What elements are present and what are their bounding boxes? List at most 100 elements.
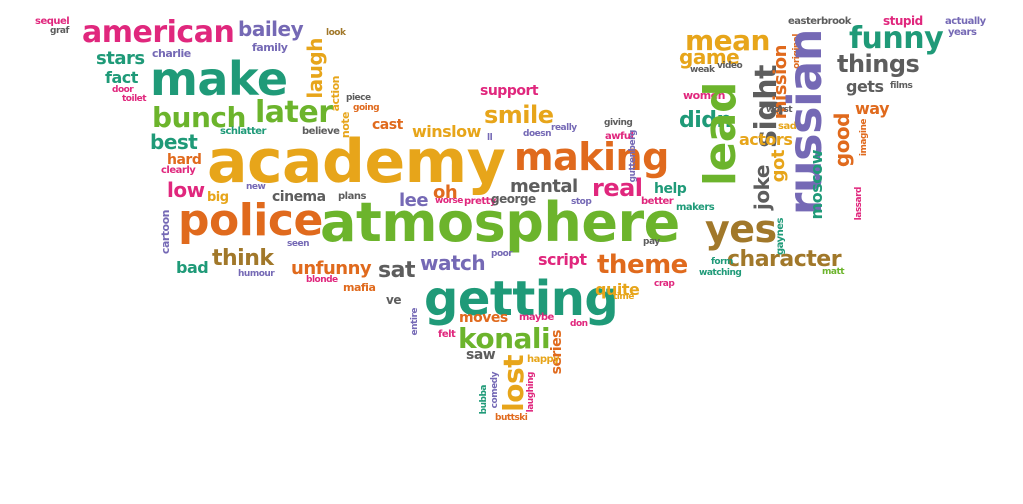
- cloud-word-getting: getting: [424, 271, 619, 327]
- cloud-word-character: character: [727, 247, 842, 272]
- cloud-word-seen: seen: [287, 239, 309, 249]
- cloud-word-imagine: imagine: [859, 119, 869, 157]
- cloud-word-didn: didn: [679, 108, 732, 133]
- cloud-word-think: think: [212, 246, 274, 271]
- cloud-word-lassard: lassard: [854, 187, 864, 221]
- cloud-word-bailey: bailey: [238, 17, 304, 41]
- cloud-word-matt: matt: [822, 267, 845, 277]
- cloud-word-cast: cast: [372, 117, 403, 133]
- cloud-word-academy: academy: [207, 127, 506, 197]
- cloud-word-pretty: pretty: [464, 196, 496, 207]
- cloud-word-women: women: [683, 89, 725, 102]
- cloud-word-making: making: [514, 135, 669, 179]
- cloud-word-oh: oh: [433, 182, 458, 203]
- cloud-word-poor: poor: [491, 249, 513, 259]
- cloud-word-new: new: [246, 182, 266, 192]
- cloud-word-gaynes: gaynes: [775, 218, 786, 255]
- cloud-word-plans: plans: [338, 191, 366, 202]
- cloud-word-series: series: [549, 330, 565, 375]
- cloud-word-films: films: [890, 81, 913, 91]
- cloud-word-worst: worst: [766, 105, 793, 115]
- cloud-word-laugh: laugh: [303, 38, 327, 99]
- cloud-word-fact: fact: [105, 68, 138, 87]
- cloud-word-actually: actually: [945, 16, 986, 27]
- cloud-word-going: going: [353, 103, 380, 113]
- cloud-word-mental: mental: [510, 176, 578, 197]
- cloud-word-comedy: comedy: [490, 372, 500, 409]
- cloud-word-crap: crap: [654, 279, 675, 289]
- cloud-word-low: low: [167, 178, 205, 202]
- cloud-word-form: form: [711, 257, 733, 267]
- cloud-word-bad: bad: [176, 258, 209, 277]
- cloud-word-good: good: [830, 113, 854, 168]
- cloud-word-make: make: [150, 52, 288, 106]
- cloud-word-worse: worse: [435, 196, 463, 206]
- cloud-word-toilet: toilet: [122, 94, 147, 104]
- cloud-word-winslow: winslow: [412, 122, 481, 141]
- cloud-word-watch: watch: [420, 251, 486, 275]
- cloud-word-atmosphere: atmosphere: [320, 191, 680, 254]
- cloud-word-cinema: cinema: [272, 189, 326, 205]
- cloud-word-time: time: [613, 292, 634, 302]
- cloud-word-gets: gets: [846, 77, 884, 96]
- cloud-word-actors: actors: [739, 130, 793, 149]
- cloud-word-best: best: [150, 130, 198, 154]
- cloud-word-mafia: mafia: [343, 281, 376, 294]
- cloud-word-lead: lead: [695, 82, 746, 187]
- cloud-word-better: better: [641, 196, 674, 207]
- cloud-word-buttski: buttski: [495, 413, 528, 423]
- cloud-word-smile: smile: [484, 101, 554, 129]
- cloud-word-door: door: [112, 85, 134, 95]
- cloud-word-moscow: moscow: [807, 150, 826, 220]
- cloud-word-entire: entire: [410, 308, 420, 336]
- cloud-word-years: years: [948, 27, 977, 38]
- cloud-word-felt: felt: [438, 329, 456, 340]
- cloud-word-clearly: clearly: [161, 165, 196, 176]
- cloud-word-laughing: laughing: [526, 372, 536, 413]
- cloud-word-yes: yes: [705, 207, 777, 251]
- cloud-word-way: way: [855, 99, 890, 118]
- cloud-word-american: american: [82, 15, 235, 50]
- cloud-word-doesn: doesn: [523, 129, 552, 139]
- cloud-word-lost: lost: [497, 355, 530, 412]
- cloud-word-help: help: [654, 181, 687, 197]
- cloud-word-script: script: [538, 250, 587, 269]
- cloud-word-mean: mean: [685, 24, 771, 57]
- cloud-word-easterbrook: easterbrook: [788, 16, 851, 27]
- cloud-word-stars: stars: [96, 48, 145, 69]
- cloud-word-look: look: [326, 28, 346, 38]
- cloud-word-moves: moves: [459, 310, 508, 326]
- cloud-word-bunch: bunch: [152, 101, 246, 134]
- cloud-word-big: big: [207, 190, 229, 205]
- cloud-word-awful: awful: [605, 131, 634, 142]
- cloud-word-saw: saw: [466, 347, 496, 363]
- cloud-word-support: support: [480, 83, 539, 99]
- cloud-word-sad: sad: [778, 121, 797, 132]
- cloud-word-blonde: blonde: [306, 275, 338, 285]
- cloud-word-sequel: sequel: [35, 16, 70, 27]
- cloud-word-happy: happy: [527, 354, 560, 365]
- cloud-word-game: game: [679, 45, 740, 69]
- cloud-word-funny: funny: [849, 21, 944, 56]
- cloud-word-maybe: maybe: [519, 312, 554, 323]
- cloud-word-video: video: [717, 61, 743, 71]
- cloud-word-graf: graf: [50, 26, 69, 36]
- cloud-word-joke: joke: [750, 165, 774, 210]
- cloud-word-piece: piece: [346, 93, 371, 103]
- cloud-word-ll: ll: [487, 133, 493, 143]
- cloud-word-konali: konali: [458, 322, 551, 355]
- cloud-word-bubba: bubba: [479, 385, 489, 415]
- cloud-word-family: family: [252, 41, 288, 54]
- cloud-word-ve: ve: [386, 293, 401, 307]
- cloud-word-makers: makers: [676, 202, 715, 213]
- cloud-word-things: things: [837, 50, 920, 78]
- cloud-word-don: don: [570, 319, 588, 329]
- cloud-word-police: police: [178, 195, 323, 246]
- cloud-word-stupid: stupid: [883, 14, 923, 28]
- cloud-word-humour: humour: [238, 269, 275, 279]
- cloud-word-weak: weak: [690, 65, 715, 75]
- cloud-word-later: later: [255, 95, 333, 130]
- cloud-word-schlatter: schlatter: [220, 126, 266, 137]
- cloud-word-theme: theme: [597, 250, 688, 280]
